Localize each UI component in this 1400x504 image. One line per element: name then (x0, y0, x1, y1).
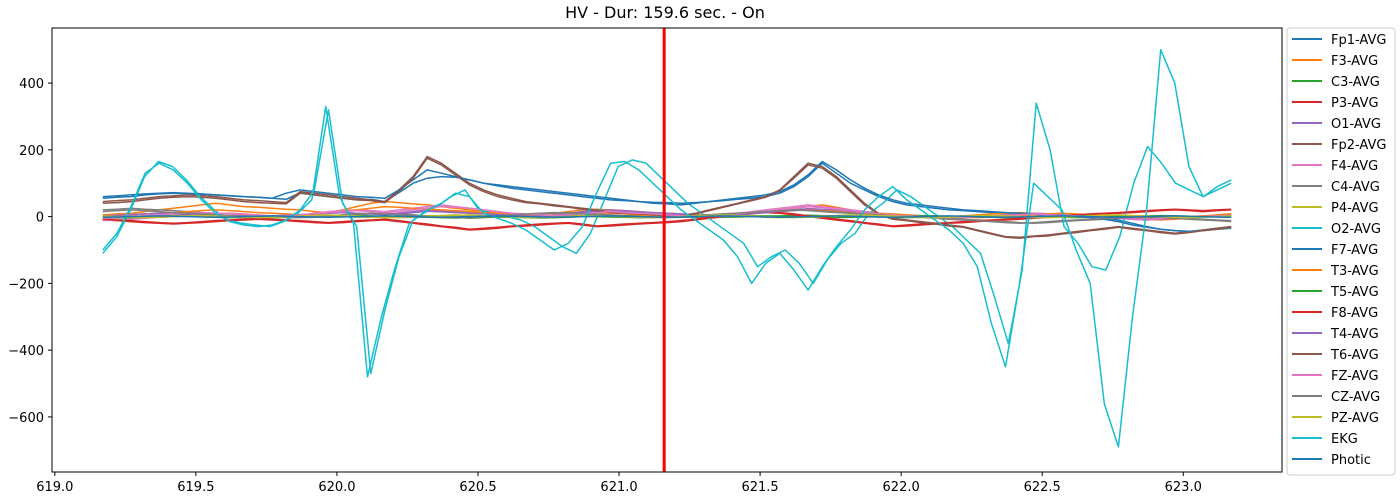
legend-label: T3-AVG (1330, 264, 1379, 279)
y-tick-label: 200 (19, 144, 44, 159)
y-tick-label: 0 (36, 211, 44, 226)
legend-label: CZ-AVG (1331, 390, 1380, 405)
series-line-o2-avg (102, 102, 1232, 378)
legend-label: Photic (1331, 453, 1371, 468)
series-layer (102, 48, 1232, 448)
legend: Fp1-AVG F3-AVG C3-AVG P3-AVG O1-AVG Fp2-AVG F4… (1286, 27, 1396, 476)
legend-label: Fp1-AVG (1331, 33, 1386, 48)
legend-frame (1286, 27, 1396, 476)
plot-frame (51, 27, 1283, 473)
legend-label: PZ-AVG (1331, 411, 1379, 426)
legend-label: P4-AVG (1331, 201, 1379, 216)
chart-title: HV - Dur: 159.6 sec. - On (565, 3, 765, 22)
legend-label: T6-AVG (1330, 348, 1379, 363)
y-tick-label: −600 (8, 411, 44, 426)
legend-label: F8-AVG (1331, 306, 1378, 321)
legend-label: F7-AVG (1331, 243, 1378, 258)
legend-label: P3-AVG (1331, 96, 1379, 111)
x-tick-label: 620.5 (459, 480, 496, 495)
x-tick-label: 622.5 (1024, 480, 1061, 495)
legend-label: FZ-AVG (1331, 369, 1379, 384)
legend-label: T4-AVG (1330, 327, 1379, 342)
series-line-ekg (102, 48, 1232, 448)
series-line-photic (102, 215, 1232, 219)
legend-label: C3-AVG (1331, 75, 1380, 90)
y-tick-label: −400 (8, 344, 44, 359)
x-tick-label: 623.0 (1165, 480, 1202, 495)
x-axis: 619.0 619.5 620.0 620.5 621.0 621.5 622.0 622.5… (36, 472, 1202, 495)
legend-label: F3-AVG (1331, 54, 1378, 69)
series-line-fp1-avg (102, 162, 1232, 233)
series-line-fz-avg (102, 205, 1232, 221)
x-tick-label: 619.5 (177, 480, 214, 495)
legend-label: F4-AVG (1331, 159, 1378, 174)
legend-label: Fp2-AVG (1331, 138, 1386, 153)
x-tick-label: 621.5 (741, 480, 778, 495)
legend-label: EKG (1331, 432, 1358, 447)
x-tick-label: 621.0 (600, 480, 637, 495)
legend-label: O2-AVG (1331, 222, 1381, 237)
y-tick-label: −200 (8, 277, 44, 292)
y-axis: 400 200 0 −200 −400 −600 (8, 77, 52, 426)
y-tick-label: 400 (19, 77, 44, 92)
x-tick-label: 622.0 (883, 480, 920, 495)
legend-label: O1-AVG (1331, 117, 1381, 132)
legend-label: C4-AVG (1331, 180, 1380, 195)
x-tick-label: 619.0 (36, 480, 73, 495)
legend-label: T5-AVG (1330, 285, 1379, 300)
x-tick-label: 620.0 (318, 480, 355, 495)
